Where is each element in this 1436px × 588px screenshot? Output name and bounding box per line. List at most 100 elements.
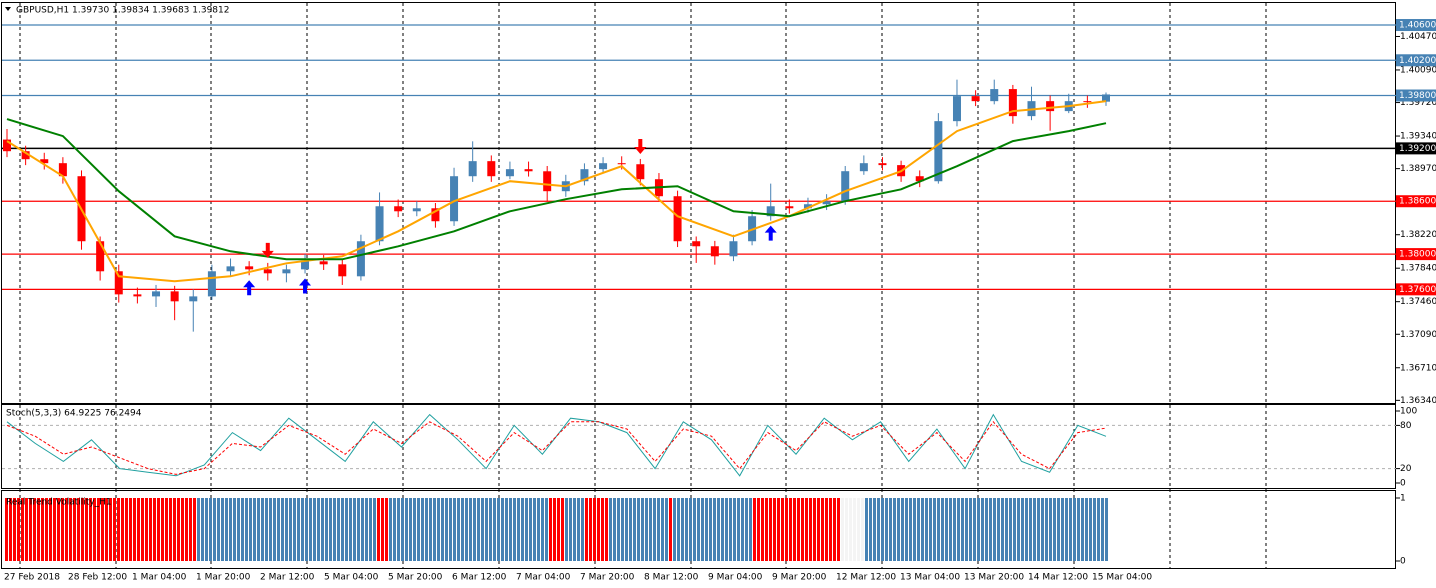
hist-bar	[401, 498, 404, 561]
hist-bar	[625, 498, 628, 561]
candle-body	[636, 164, 645, 180]
hist-run	[389, 498, 548, 561]
candle-body	[580, 169, 589, 182]
hist-bar	[893, 498, 896, 561]
candle-body	[841, 171, 850, 202]
hist-bar	[965, 498, 968, 561]
hist-bar	[353, 498, 356, 561]
stoch-title: Stoch(5,3,3) 64.9225 76.2494	[6, 409, 142, 419]
hist-bar	[349, 498, 352, 561]
hist-bar	[173, 498, 176, 561]
hist-bar	[133, 498, 136, 561]
hist-bar	[49, 498, 52, 561]
hist-bar	[413, 498, 416, 561]
candle-body	[3, 139, 11, 152]
stoch-panel-frame	[1, 404, 1396, 489]
hist-bar	[825, 498, 828, 561]
hist-bar	[17, 498, 20, 561]
hist-bar	[97, 498, 100, 561]
y-tick-label: 1.40470	[1400, 32, 1436, 42]
level-label: 1.38600	[1399, 197, 1436, 207]
hist-bar	[961, 498, 964, 561]
hist-bar	[765, 498, 768, 561]
candle-body	[226, 266, 235, 272]
candle-body	[878, 163, 887, 166]
hist-bar	[445, 498, 448, 561]
hist-bar	[953, 498, 956, 561]
hist-bar	[837, 498, 840, 561]
hist-bar	[849, 498, 852, 561]
hist-bar	[77, 498, 80, 561]
hist-bar	[1105, 498, 1108, 561]
hist-bar	[337, 498, 340, 561]
hist-bar	[797, 498, 800, 561]
candle-body	[729, 241, 738, 257]
hist-bar	[777, 498, 780, 561]
hist-bar	[165, 498, 168, 561]
hist-bar	[253, 498, 256, 561]
dropdown-icon[interactable]	[5, 7, 11, 11]
level-tag	[1396, 248, 1436, 261]
hist-bar	[605, 498, 608, 561]
hist-bar	[345, 498, 348, 561]
hist-bar	[1065, 498, 1068, 561]
hist-bar	[145, 498, 148, 561]
hist-bar	[53, 498, 56, 561]
y-tick-label: 1.37840	[1400, 264, 1436, 274]
hist-run	[5, 498, 196, 561]
level-label: 1.40600	[1399, 21, 1436, 31]
hist-bar	[105, 498, 108, 561]
candle-body	[338, 264, 347, 277]
candle-body	[431, 208, 440, 222]
hist-bar	[357, 498, 360, 561]
hist-bar	[565, 498, 568, 561]
hist-bar	[1093, 498, 1096, 561]
hist-bar	[293, 498, 296, 561]
hist-bar	[861, 498, 864, 561]
y-tick-label: 1.40090	[1400, 65, 1436, 75]
hist-bar	[785, 498, 788, 561]
level-label: 1.39200	[1399, 144, 1436, 154]
candle-body	[822, 201, 831, 205]
hist-bar	[1009, 498, 1012, 561]
hist-bar	[661, 498, 664, 561]
hist-bar	[5, 498, 8, 561]
hist-bar	[137, 498, 140, 561]
hist-bar	[301, 498, 304, 561]
buy-arrow	[243, 280, 256, 296]
hist-bar	[925, 498, 928, 561]
x-tick-label: 5 Mar 04:00	[324, 573, 379, 583]
hist-bar	[1097, 498, 1100, 561]
hist-bar	[557, 498, 560, 561]
candle-body	[1008, 89, 1017, 117]
hist-bar	[769, 498, 772, 561]
hist-bar	[745, 498, 748, 561]
hist-bar	[733, 498, 736, 561]
hist-bar	[501, 498, 504, 561]
hist-bar	[1061, 498, 1064, 561]
hist-bar	[417, 498, 420, 561]
hist-bar	[397, 498, 400, 561]
hist-bar	[869, 498, 872, 561]
hist-panel-frame	[1, 490, 1396, 569]
hist-bar	[997, 498, 1000, 561]
hist-bar	[149, 498, 152, 561]
hist-bar	[485, 498, 488, 561]
y-tick-label: 1.37460	[1400, 297, 1436, 307]
hist-bar	[409, 498, 412, 561]
hist-bar	[125, 498, 128, 561]
level-label: 1.38000	[1399, 250, 1436, 260]
hist-bar	[665, 498, 668, 561]
hist-bar	[581, 498, 584, 561]
hist-bar	[865, 498, 868, 561]
level-tag	[1396, 54, 1436, 67]
x-tick-label: 15 Mar 04:00	[1092, 573, 1152, 583]
hist-bar	[1013, 498, 1016, 561]
hist-bar	[873, 498, 876, 561]
y-tick-label: 80	[1400, 421, 1412, 431]
hist-bar	[321, 498, 324, 561]
hist-bar	[1021, 498, 1024, 561]
x-tick-label: 12 Mar 12:00	[836, 573, 896, 583]
hist-run	[865, 498, 1108, 561]
hist-bar	[169, 498, 172, 561]
